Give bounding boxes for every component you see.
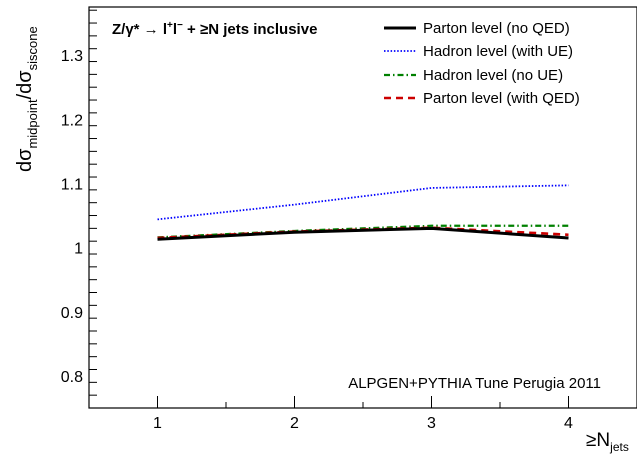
x-axis-label: ≥Njets — [586, 430, 629, 454]
y-tick-label: 1 — [74, 241, 83, 258]
legend-label: Parton level (with QED) — [423, 90, 580, 107]
series-line — [157, 226, 569, 241]
axes: 0.8 0.9 1 1.1 1.2 1.3 1 2 3 4 — [61, 9, 637, 432]
legend-label: Hadron level (with UE) — [423, 43, 573, 60]
series-lines — [157, 184, 569, 241]
legend-label: Parton level (no QED) — [423, 20, 570, 37]
legend: Parton level (no QED) Hadron level (with … — [384, 20, 580, 107]
x-tick-label: 4 — [564, 415, 573, 432]
x-tick-label: 1 — [153, 415, 162, 432]
legend-label: Hadron level (no UE) — [423, 67, 563, 84]
x-tick-label: 3 — [427, 415, 436, 432]
series-line — [157, 184, 569, 221]
y-tick-label: 1.2 — [61, 112, 83, 129]
chart-title: Z/γ* → l+l− + ≥N jets inclusive — [112, 20, 317, 38]
y-axis-label: dσmidpoint/dσsiscone — [14, 26, 40, 172]
y-tick-label: 1.1 — [61, 176, 83, 193]
y-tick-label: 0.9 — [61, 305, 83, 322]
x-tick-label: 2 — [290, 415, 299, 432]
y-tick-label: 1.3 — [61, 48, 83, 65]
y-tick-label: 0.8 — [61, 369, 83, 386]
annotation: ALPGEN+PYTHIA Tune Perugia 2011 — [348, 375, 601, 392]
